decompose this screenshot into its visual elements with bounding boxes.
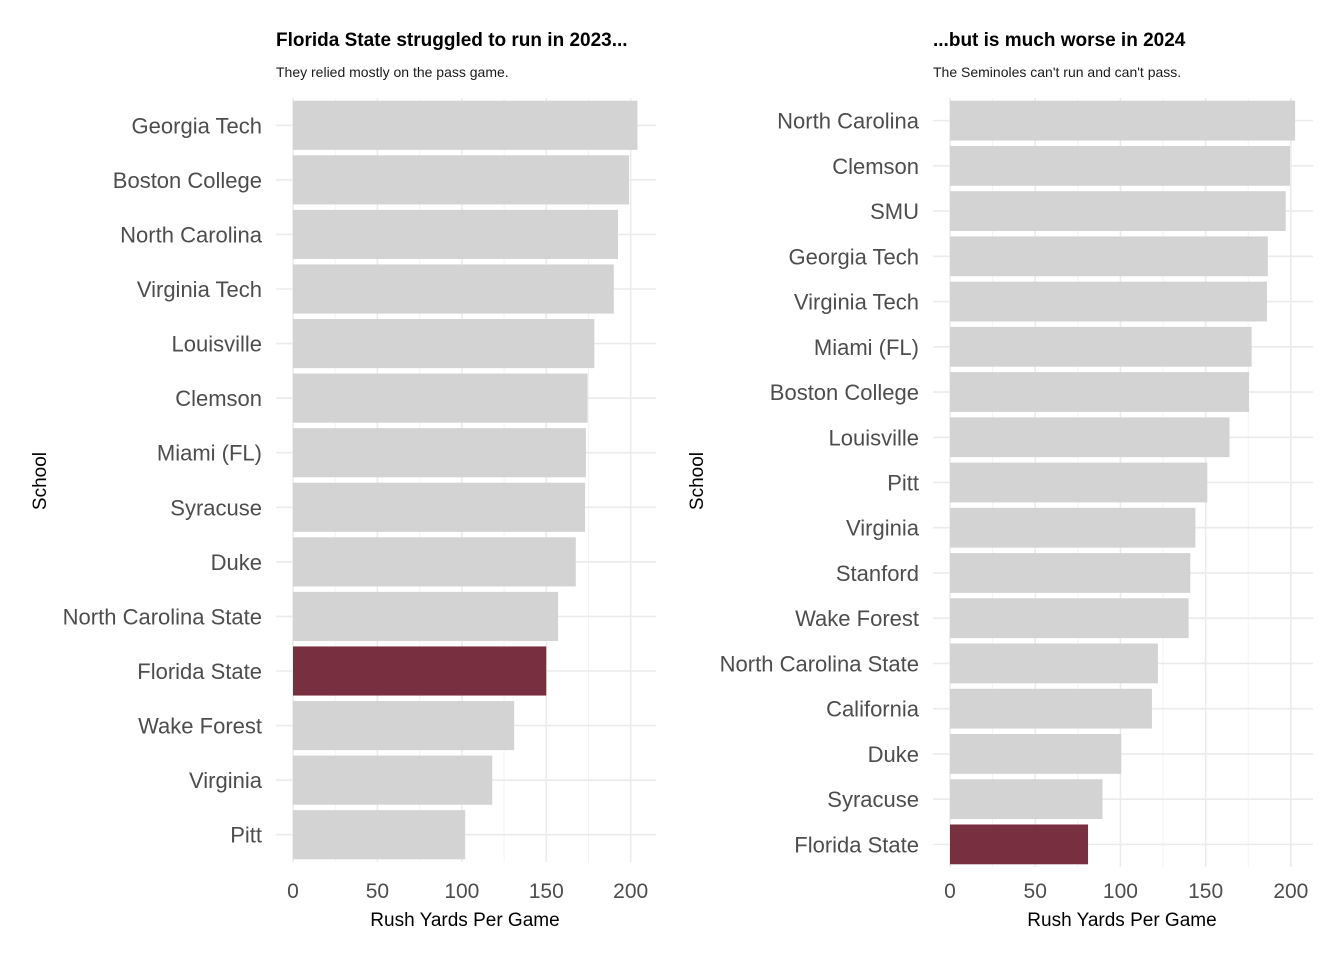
- y-tick-label-georgia-tech: Georgia Tech: [789, 244, 919, 269]
- bar-louisville: [950, 417, 1230, 458]
- bars-2023: [293, 100, 638, 860]
- x-tick-label-0: 0: [944, 880, 956, 903]
- x-tick-label-200: 200: [1273, 880, 1308, 903]
- x-tick-label-100: 100: [444, 880, 479, 903]
- bar-wake-forest: [293, 701, 515, 751]
- y-tick-label-miami-fl: Miami (FL): [157, 441, 262, 466]
- y-tick-label-georgia-tech: Georgia Tech: [132, 113, 262, 138]
- x-tick-label-50: 50: [366, 880, 389, 903]
- bar-stanford: [950, 553, 1191, 593]
- bar-florida-state: [950, 824, 1089, 865]
- bar-duke: [293, 537, 576, 587]
- bar-smu: [950, 191, 1286, 231]
- y-tick-label-boston-college: Boston College: [770, 380, 919, 405]
- bar-california: [950, 688, 1152, 729]
- x-tick-label-200: 200: [613, 880, 648, 903]
- bar-virginia-tech: [293, 264, 614, 314]
- y-tick-label-north-carolina: North Carolina: [777, 109, 920, 134]
- bar-georgia-tech: [950, 236, 1268, 277]
- chart-subtitle-2023: They relied mostly on the pass game.: [276, 64, 509, 80]
- x-tick-label-150: 150: [1188, 880, 1223, 903]
- y-tick-label-north-carolina-state: North Carolina State: [720, 651, 919, 676]
- bar-boston-college: [293, 155, 629, 205]
- chart-title-2024: ...but is much worse in 2024: [933, 30, 1186, 51]
- y-tick-labels-2024: North Carolina Clemson SMU Georgia Tech Virg…: [720, 109, 920, 858]
- y-tick-label-duke: Duke: [868, 742, 919, 767]
- y-tick-label-syracuse: Syracuse: [170, 495, 262, 520]
- y-tick-label-florida-state: Florida State: [137, 659, 262, 684]
- bar-pitt: [293, 810, 466, 860]
- y-tick-label-virginia-tech: Virginia Tech: [794, 290, 919, 315]
- panel-2023: Florida State struggled to run in 2023..…: [30, 30, 656, 931]
- y-tick-labels-2023: Georgia Tech Boston College North Carolina…: [63, 113, 263, 847]
- bar-virginia: [950, 507, 1196, 548]
- bar-virginia-tech: [950, 281, 1267, 322]
- y-tick-label-clemson: Clemson: [832, 154, 919, 179]
- bar-north-carolina-state: [293, 591, 559, 641]
- x-tick-label-150: 150: [529, 880, 564, 903]
- bar-miami-fl: [950, 326, 1252, 367]
- y-tick-label-florida-state: Florida State: [794, 832, 919, 857]
- bar-florida-state: [293, 646, 547, 696]
- y-tick-label-pitt: Pitt: [230, 823, 262, 848]
- bar-north-carolina: [293, 209, 619, 259]
- y-tick-label-louisville: Louisville: [172, 332, 263, 357]
- y-tick-label-smu: SMU: [870, 199, 919, 224]
- x-tick-labels-2024: 0 50 100 150 200: [944, 880, 1308, 903]
- bar-north-carolina: [950, 100, 1296, 141]
- bar-syracuse: [950, 779, 1103, 820]
- y-tick-label-stanford: Stanford: [836, 561, 919, 586]
- bar-georgia-tech: [293, 100, 638, 150]
- y-tick-label-louisville: Louisville: [829, 425, 920, 450]
- y-axis-title-2024: School: [687, 452, 708, 510]
- bar-clemson: [950, 145, 1290, 186]
- bar-boston-college: [950, 372, 1250, 412]
- chart-title-2023: Florida State struggled to run in 2023..…: [276, 30, 628, 51]
- bar-duke: [950, 734, 1122, 774]
- y-axis-title-2023: School: [30, 452, 51, 510]
- bar-miami-fl: [293, 428, 586, 478]
- chart-subtitle-2024: The Seminoles can't run and can't pass.: [933, 64, 1181, 80]
- bar-virginia: [293, 755, 493, 805]
- bar-north-carolina-state: [950, 643, 1158, 684]
- y-tick-label-wake-forest: Wake Forest: [138, 714, 262, 739]
- x-tick-label-100: 100: [1103, 880, 1138, 903]
- y-tick-label-virginia-tech: Virginia Tech: [137, 277, 262, 302]
- x-axis-title-2024: Rush Yards Per Game: [1027, 910, 1216, 931]
- y-tick-label-miami-fl: Miami (FL): [814, 335, 919, 360]
- bar-pitt: [950, 462, 1208, 503]
- bar-louisville: [293, 319, 595, 369]
- y-tick-label-syracuse: Syracuse: [827, 787, 919, 812]
- x-tick-label-50: 50: [1024, 880, 1047, 903]
- y-tick-label-wake-forest: Wake Forest: [795, 606, 919, 631]
- y-tick-label-pitt: Pitt: [887, 471, 919, 496]
- y-tick-label-virginia: Virginia: [846, 516, 920, 541]
- bar-clemson: [293, 373, 588, 423]
- y-tick-label-virginia: Virginia: [189, 768, 263, 793]
- x-axis-title-2023: Rush Yards Per Game: [370, 910, 559, 931]
- x-tick-label-0: 0: [287, 880, 299, 903]
- bar-wake-forest: [950, 598, 1189, 639]
- y-tick-label-duke: Duke: [211, 550, 262, 575]
- x-tick-labels-2023: 0 50 100 150 200: [287, 880, 648, 903]
- bar-syracuse: [293, 482, 586, 532]
- y-tick-label-california: California: [826, 697, 920, 722]
- y-tick-label-north-carolina: North Carolina: [120, 222, 263, 247]
- bars-2024: [950, 100, 1296, 865]
- y-tick-label-boston-college: Boston College: [113, 168, 262, 193]
- panel-2024: ...but is much worse in 2024 The Seminol…: [687, 30, 1313, 931]
- y-tick-label-north-carolina-state: North Carolina State: [63, 604, 262, 629]
- y-tick-label-clemson: Clemson: [175, 386, 262, 411]
